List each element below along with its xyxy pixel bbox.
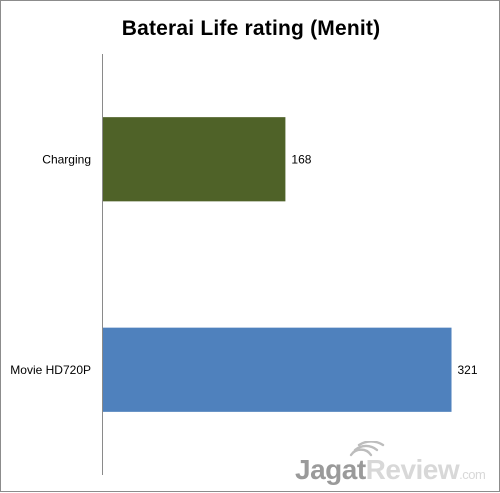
category-label: Movie HD720P [10,363,91,377]
chart-title: Baterai Life rating (Menit) [121,17,381,40]
category-label: Charging [42,152,91,166]
data-label: 168 [291,152,311,166]
svg-text:JagatReview.com: JagatReview.com [295,454,485,485]
bar-charging [103,117,286,202]
watermark-text-dark: Jagat [295,454,366,485]
jagatreview-watermark-logo: JagatReview.com [295,441,486,485]
data-label: 321 [458,363,478,377]
watermark-suffix: .com [459,467,485,482]
watermark-text-light: Review [366,454,460,485]
bar-movie-hd720p [103,327,452,412]
